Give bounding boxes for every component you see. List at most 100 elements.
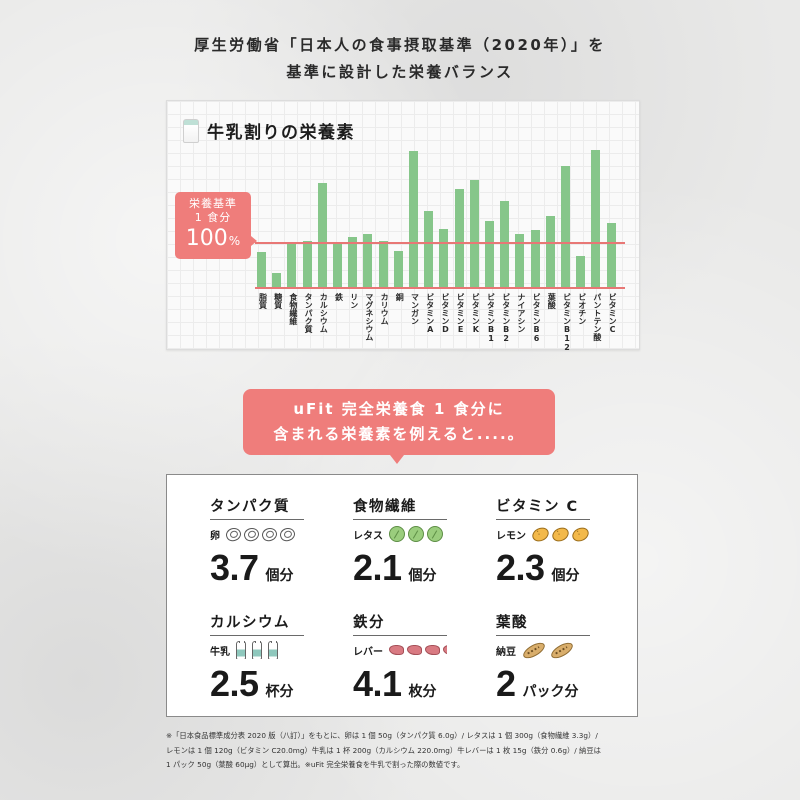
milk-bottle-icon: [268, 641, 278, 659]
egg-icon: [278, 525, 297, 543]
x-axis-label: ビオチン: [577, 293, 587, 325]
food-row: 卵: [210, 525, 304, 543]
lettuce-icon: [427, 526, 443, 542]
headline: 厚生労働省「日本人の食事摂取基準（2020年）」を 基準に設計した栄養バランス: [0, 32, 800, 86]
bar-8: [363, 234, 373, 288]
milk-bottle-icon: [252, 641, 262, 659]
nutrient-chart-card: 牛乳割りの栄養素 栄養基準 1 食分 100% 脂質 糖質 食物繊維 タンパク質 カルシ…: [166, 100, 640, 353]
food-name: レモン: [496, 530, 526, 542]
milk-bottle-icon: [236, 641, 246, 659]
chart-baseline: [255, 287, 625, 289]
x-axis-label: マンガン: [410, 293, 420, 325]
bar-11: [409, 151, 418, 288]
bar-3: [287, 243, 297, 288]
bar-9: [378, 241, 388, 288]
x-axis-label: 葉酸: [547, 293, 557, 309]
nutrient-name: 葉酸: [496, 611, 590, 636]
bar-2: [272, 273, 282, 288]
egg-icon: [260, 525, 279, 543]
bar-18: [515, 234, 525, 288]
bar-24: [606, 223, 616, 288]
amount-row: 2.1 個分: [353, 547, 447, 589]
x-axis-label: ビタミンK: [471, 293, 481, 334]
bar-6: [333, 243, 342, 288]
bar-21: [561, 166, 570, 288]
food-row: 牛乳: [210, 641, 304, 659]
amount-unit: 個分: [551, 568, 580, 584]
x-axis-label: カルシウム: [319, 293, 329, 333]
amount-unit: パック分: [522, 684, 579, 700]
bubble-line-1: uFit 完全栄養食 1 食分に: [293, 400, 505, 418]
bar-4: [302, 241, 312, 288]
nutrient-example: 葉酸納豆 2 パック分: [496, 611, 590, 705]
lemon-icon: [570, 525, 590, 543]
amount-value: 2.3: [496, 547, 545, 588]
footnote-line-2: レモンは 1 個 120g（ビタミン C20.0mg）牛乳は 1 杯 200g（…: [166, 745, 601, 755]
nutrient-example: タンパク質卵 3.7 個分: [210, 495, 304, 589]
reference-line-100-percent: [255, 242, 625, 244]
food-icons: [224, 525, 298, 543]
x-axis-label: パントテン酸: [592, 293, 602, 341]
x-axis-label: 銅: [395, 293, 405, 301]
nutrient-example: カルシウム 牛乳 2.5 杯分: [210, 611, 304, 705]
standard-badge: 栄養基準 1 食分 100%: [175, 192, 257, 259]
x-axis-label: ビタミンB2: [501, 293, 511, 343]
nutrient-example: 食物繊維レタス 2.1 個分: [353, 495, 447, 589]
lettuce-icon: [389, 526, 405, 542]
nutrient-name: ビタミン C: [496, 495, 590, 520]
food-icons: [530, 525, 590, 543]
amount-value: 2: [496, 663, 516, 704]
footnote: ※「日本食品標準成分表 2020 版（八訂）」をもとに、卵は 1 個 50g（タ…: [166, 729, 640, 773]
bar-7: [348, 237, 358, 288]
amount-row: 3.7 個分: [210, 547, 304, 589]
bar-chart-plot: [255, 141, 625, 289]
food-row: レモン: [496, 525, 590, 543]
nutrient-example: 鉄分 レバー 4.1 枚分: [353, 611, 447, 705]
amount-row: 2.5 杯分: [210, 663, 304, 705]
food-icons: [236, 641, 284, 659]
lemon-icon: [550, 525, 571, 543]
badge-percentage: 100%: [175, 225, 251, 255]
headline-line-2: 基準に設計した栄養バランス: [286, 63, 514, 81]
bubble-line-2: 含まれる栄養素を例えると....。: [273, 425, 525, 443]
x-axis-label: 鉄: [334, 293, 344, 301]
x-axis-label: ビタミンC: [608, 293, 618, 334]
egg-icon: [242, 525, 261, 543]
x-axis-label: タンパク質: [304, 293, 314, 333]
x-axis-label: ビタミンB6: [532, 293, 542, 343]
food-name: レバー: [353, 646, 383, 658]
bar-chart-x-labels: 脂質 糖質 食物繊維 タンパク質 カルシウム鉄リン マグネシウム カリウム銅マンガン ビタミン…: [255, 293, 625, 353]
food-icons: [520, 641, 578, 659]
x-axis-label: 食物繊維: [288, 293, 298, 325]
bar-13: [439, 229, 449, 288]
x-axis-label: ナイアシン: [516, 293, 526, 333]
food-icons: [389, 526, 446, 542]
amount-row: 2 パック分: [496, 663, 590, 705]
amount-row: 4.1 枚分: [353, 663, 447, 705]
bar-17: [500, 201, 510, 288]
badge-unit: %: [228, 234, 241, 248]
x-axis-label: ビタミンE: [456, 293, 466, 334]
liver-icon: [425, 645, 440, 655]
bar-23: [591, 149, 601, 288]
bar-14: [454, 189, 464, 288]
bar-15: [469, 180, 479, 288]
food-row: 納豆: [496, 641, 590, 659]
footnote-line-3: 1 パック 50g（葉酸 60μg）として算出。※uFit 完全栄養食を牛乳で割…: [166, 760, 465, 769]
nutrient-name: 食物繊維: [353, 495, 447, 520]
badge-sublabel: 1 食分: [194, 211, 232, 224]
amount-value: 3.7: [210, 547, 259, 588]
nutrient-example: ビタミン C レモン 2.3 個分: [496, 495, 590, 589]
milk-glass-icon: [183, 118, 199, 143]
badge-value: 100: [185, 226, 228, 251]
amount-unit: 枚分: [408, 684, 437, 700]
bar-22: [576, 256, 586, 288]
headline-line-1: 厚生労働省「日本人の食事摂取基準（2020年）」を: [194, 36, 606, 54]
food-name: レタス: [353, 530, 383, 542]
x-axis-label: ビタミンA: [425, 293, 435, 334]
x-axis-label: ビタミンB1: [486, 293, 496, 343]
bar-1: [257, 252, 266, 288]
bar-10: [393, 251, 403, 288]
egg-icon: [224, 525, 243, 543]
